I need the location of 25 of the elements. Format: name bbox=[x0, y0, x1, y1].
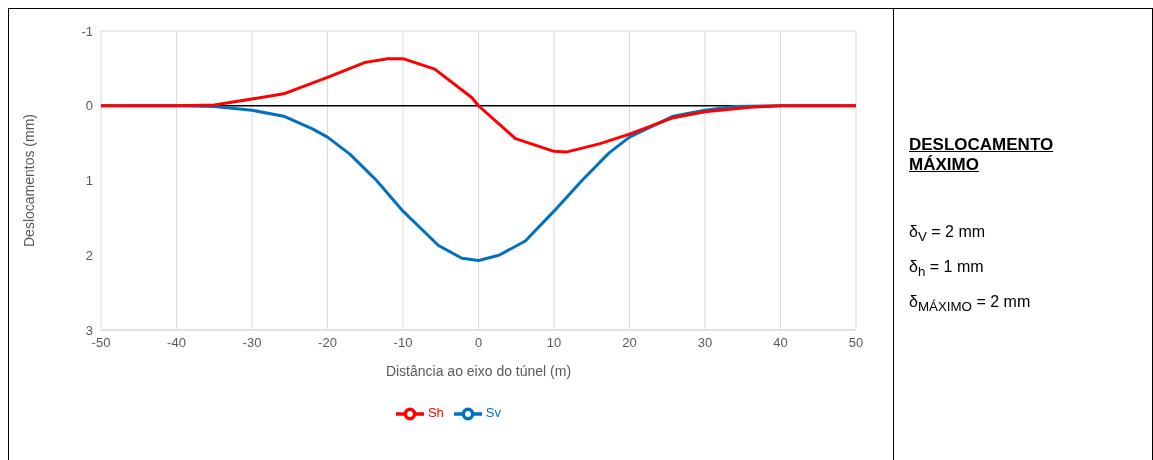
text: δ$_{V}$ = 2 mm bbox=[909, 223, 987, 245]
y-tick-label: 3 bbox=[85, 322, 93, 338]
y-tick-label: -1 bbox=[81, 23, 93, 39]
x-tick-label: 10 bbox=[546, 335, 562, 351]
legend-label: Sh bbox=[427, 405, 444, 421]
x-tick-label: 30 bbox=[697, 335, 713, 351]
text: δ$_{MÁXIMO}$ = 2 mm bbox=[909, 293, 1032, 315]
x-tick-label: -20 bbox=[318, 335, 337, 351]
y-tick-label: 1 bbox=[85, 173, 93, 189]
x-tick-label: -10 bbox=[393, 335, 413, 351]
text: DESLOCAMENTO MÁXIMO bbox=[909, 135, 1055, 175]
text: δ$_{h}$ = 1 mm bbox=[909, 258, 985, 280]
x-tick-label: 40 bbox=[773, 335, 788, 351]
y-axis-title: Deslocamentos (mm) bbox=[20, 113, 37, 248]
x-tick-label: -50 bbox=[91, 335, 111, 351]
x-tick-label: 50 bbox=[848, 335, 864, 351]
x-axis-title: Distância ao eixo do túnel (m) bbox=[385, 363, 572, 379]
x-tick-label: 0 bbox=[474, 335, 483, 351]
x-tick-label: 20 bbox=[622, 335, 637, 351]
x-tick-label: -40 bbox=[167, 335, 186, 351]
line-series bbox=[101, 57, 856, 154]
y-tick-label: 2 bbox=[85, 247, 93, 263]
legend-label: Sv bbox=[485, 405, 502, 421]
x-tick-label: -30 bbox=[242, 335, 262, 351]
y-tick-label: 0 bbox=[85, 98, 93, 114]
